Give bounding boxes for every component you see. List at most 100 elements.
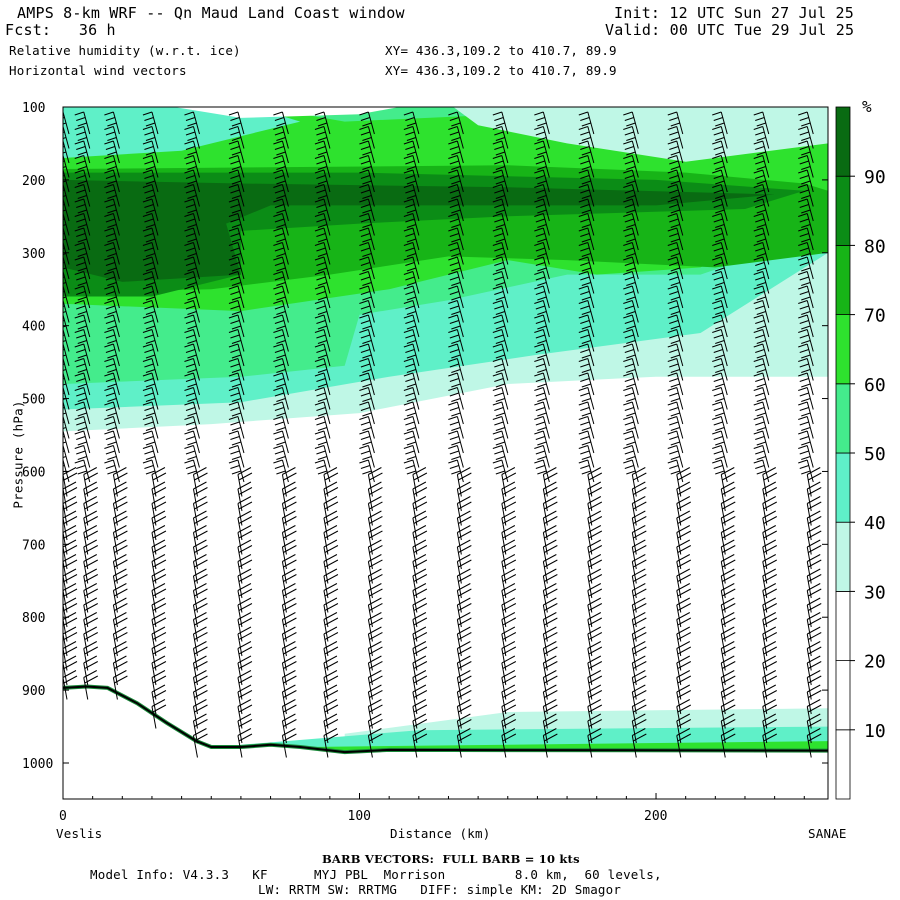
barb-flag [77,427,87,431]
wind-barb [492,445,509,468]
barb-flag [406,122,417,127]
barb-flag [406,441,417,446]
wind-barb [63,445,70,468]
wind-barb [273,111,289,135]
wind-barb [501,467,517,497]
wind-barb [142,155,159,178]
barb-flag [368,626,382,635]
barb-flag [763,690,778,698]
wind-barb [63,169,70,193]
colorbar-label: 80 [864,236,886,257]
barb-flag [670,151,680,156]
wind-barb [412,467,428,497]
barb-flag [238,617,253,626]
barb-flag [317,369,328,373]
wind-barb [534,155,550,178]
barb-flag [633,603,647,611]
barb-flag [451,180,461,185]
barb-flag [187,180,197,185]
barb-flag [713,378,723,382]
barb-flag [494,392,504,397]
barb-flag [544,603,558,611]
barb-flag [799,233,809,237]
barb-flag [317,238,328,243]
barb-flag [282,496,296,504]
barb-flag [105,146,116,150]
barb-flag [808,530,822,539]
barb-flag [712,343,722,348]
barb-flag [756,253,766,257]
barb-flag [283,574,297,582]
barb-flag [359,430,369,435]
barb-flag [808,487,822,495]
barb-flag [237,713,252,722]
barb-flag [448,111,458,116]
barb-flag [494,117,504,121]
barb-flag [535,465,546,469]
barb-flag [762,612,777,620]
barb-flag [105,218,116,223]
wind-barb [142,140,159,164]
wind-barb [623,387,639,410]
barb-flag [83,554,97,562]
barb-flag [193,496,207,504]
barb-flag [273,184,283,188]
barb-flag [753,300,763,304]
barb-flag [63,510,77,519]
barb-flag [105,392,116,397]
barb-flag [368,481,382,490]
barb-flag [502,516,517,524]
barb-flag [581,122,591,127]
barb-flag [667,285,677,290]
barb-flag [762,713,777,722]
barb-flag [535,146,546,150]
barb-flag [406,398,417,402]
barb-flag [756,311,766,315]
barb-flag [238,690,253,698]
wind-barb [63,213,70,236]
barb-flag [501,597,516,606]
barb-flag [448,343,458,348]
barb-flag [360,117,371,121]
barb-flag [669,204,679,208]
barb-flag [801,224,811,228]
barb-flag [83,626,97,635]
barb-flag [323,612,338,620]
barb-flag [798,227,808,232]
barb-flag [799,247,809,252]
barb-flag [676,583,691,591]
barb-flag [145,354,156,359]
barb-flag [451,296,461,301]
barb-flag [324,690,339,698]
barb-flag [412,583,427,591]
wind-barb [492,343,509,367]
barb-flag [799,407,809,411]
barb-flag [494,262,504,266]
wind-barb [142,169,159,193]
barb-flag [314,285,325,290]
barb-flag [185,407,196,411]
barb-flag [282,467,296,475]
barb-flag [670,195,680,199]
barb-flag [578,184,588,188]
barb-flag [63,180,67,183]
wind-barb [228,242,245,265]
barb-flag [502,632,517,640]
barb-flag [405,218,415,223]
barb-flag [753,126,763,130]
barb-flag [274,363,285,368]
barb-flag [185,363,196,368]
barb-flag [535,349,546,353]
barb-flag [501,713,516,722]
barb-flag [276,224,286,228]
barb-flag [578,198,588,203]
barb-flag [580,407,590,411]
wind-barb [712,126,728,149]
barb-flag [193,684,207,693]
wind-barb [578,111,595,135]
barb-flag [667,300,677,304]
wind-barb [63,140,70,164]
barb-flag [74,271,84,275]
barb-flag [193,467,207,475]
colorbar-label: 70 [864,306,886,327]
